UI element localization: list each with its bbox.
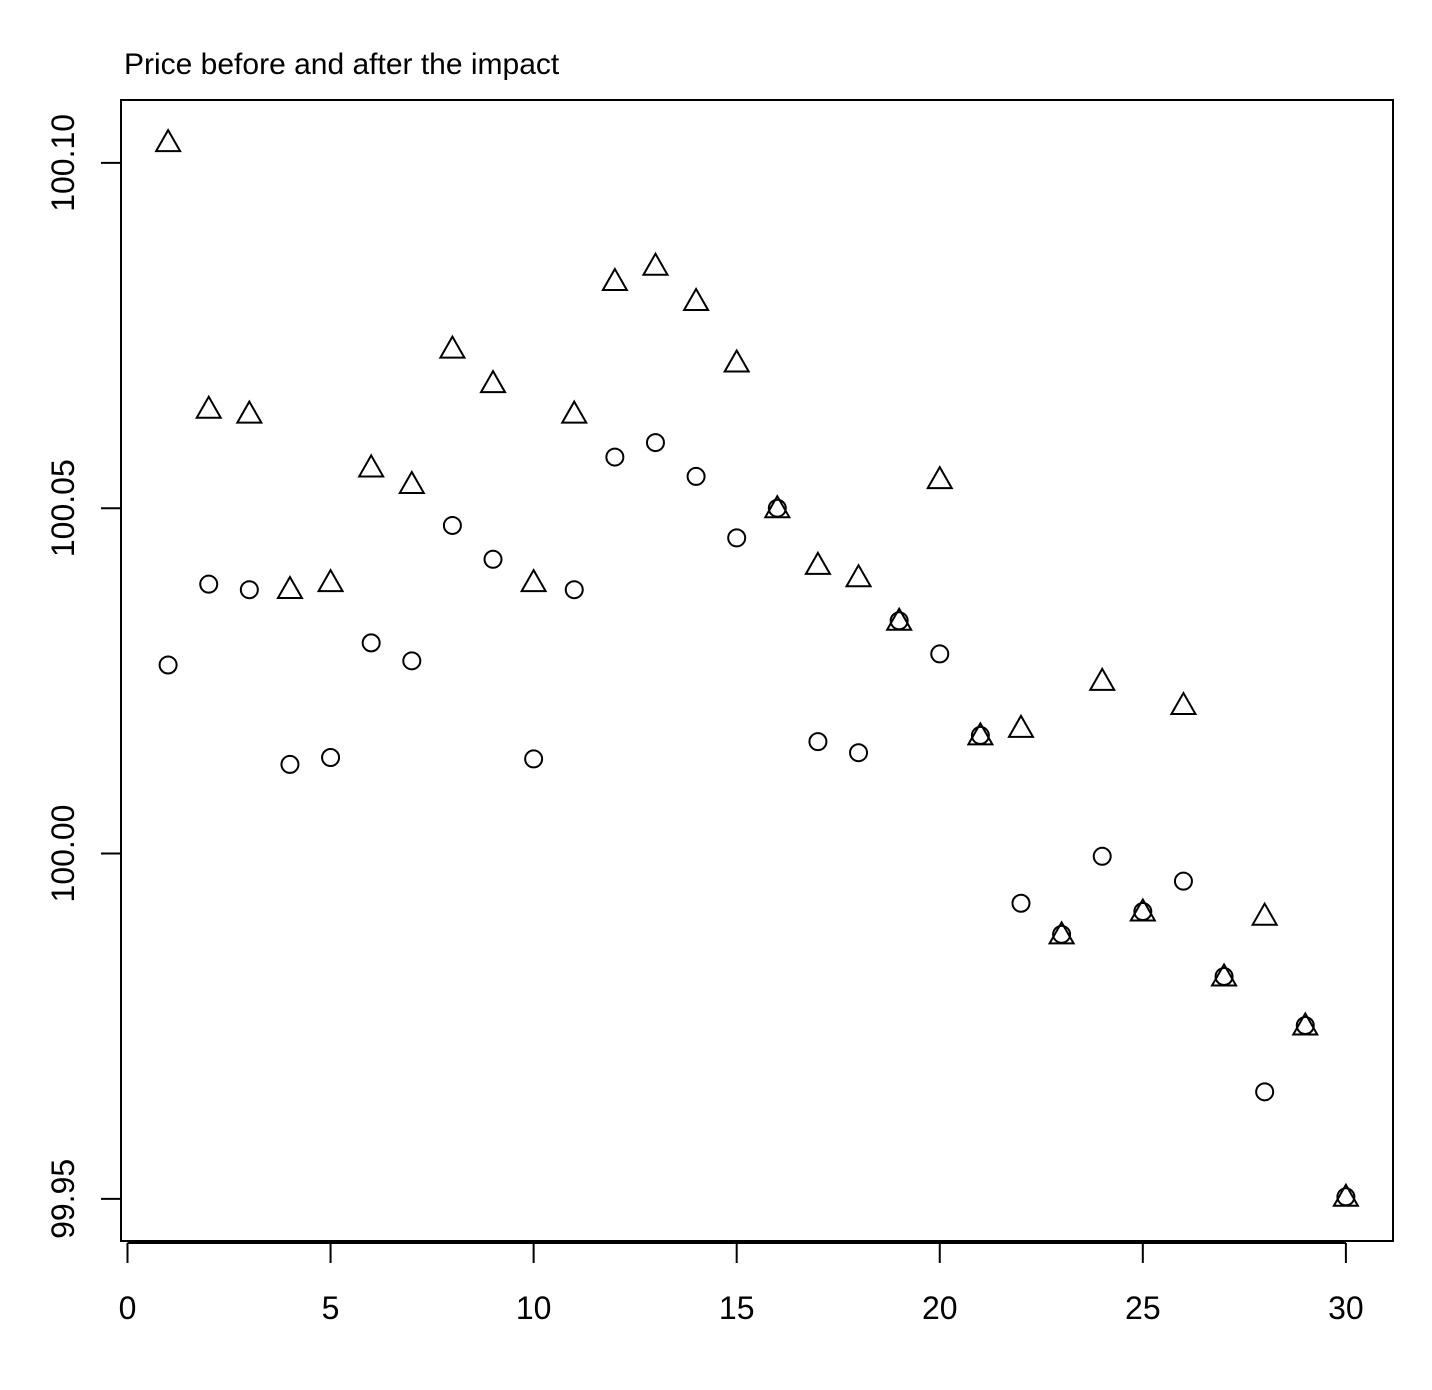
triangle-point bbox=[804, 550, 832, 575]
circle-point bbox=[645, 433, 665, 453]
y-tick-label: 100.05 bbox=[45, 459, 81, 557]
triangle-point bbox=[682, 286, 710, 311]
triangle-point bbox=[926, 465, 954, 490]
triangle-point bbox=[398, 470, 426, 495]
x-tick-label: 25 bbox=[1125, 1290, 1161, 1326]
circle-point bbox=[1295, 1016, 1315, 1036]
triangle-point bbox=[601, 266, 629, 291]
triangle-point bbox=[276, 574, 304, 599]
circle-point bbox=[1092, 846, 1112, 866]
circle-point bbox=[1133, 902, 1153, 922]
circle-point bbox=[1255, 1082, 1275, 1102]
triangle-point bbox=[438, 334, 467, 359]
circle-point bbox=[849, 743, 869, 763]
circle-point bbox=[199, 574, 219, 594]
triangle-point bbox=[316, 568, 345, 593]
circle-point bbox=[280, 754, 300, 774]
triangle-point bbox=[641, 251, 670, 276]
circle-point bbox=[524, 749, 544, 769]
triangle-point bbox=[479, 369, 507, 394]
circle-point bbox=[970, 725, 990, 745]
x-tick-label: 15 bbox=[719, 1290, 755, 1326]
circle-point bbox=[930, 644, 950, 664]
y-tick-label: 100.00 bbox=[45, 805, 81, 903]
x-tick-label: 30 bbox=[1328, 1290, 1364, 1326]
circle-point bbox=[442, 515, 462, 535]
circle-point bbox=[1052, 924, 1072, 944]
x-tick-label: 5 bbox=[322, 1290, 340, 1326]
circle-point bbox=[483, 549, 503, 569]
triangle-point bbox=[1169, 691, 1198, 716]
triangle-point bbox=[1088, 666, 1116, 691]
triangle-point bbox=[722, 348, 751, 373]
circle-point bbox=[1336, 1187, 1356, 1207]
circle-point bbox=[808, 732, 828, 752]
chart-title: Price before and after the impact bbox=[124, 48, 560, 81]
triangle-point bbox=[357, 453, 385, 478]
circle-point bbox=[239, 580, 259, 600]
triangle-point bbox=[154, 128, 182, 153]
triangle-point bbox=[844, 563, 873, 588]
circle-point bbox=[158, 655, 178, 675]
circle-point bbox=[564, 580, 584, 600]
triangle-point bbox=[1250, 901, 1279, 926]
circle-point bbox=[402, 651, 422, 671]
circle-point bbox=[321, 748, 341, 768]
y-tick-label: 100.10 bbox=[45, 114, 81, 212]
triangle-point bbox=[1007, 713, 1035, 738]
circle-point bbox=[686, 466, 706, 486]
x-tick-label: 10 bbox=[516, 1290, 552, 1326]
plot-frame bbox=[120, 99, 1394, 1242]
circle-point bbox=[1173, 871, 1193, 891]
circle-point bbox=[1214, 966, 1234, 986]
circle-point bbox=[1011, 893, 1031, 913]
circle-point bbox=[767, 498, 787, 518]
triangle-point bbox=[235, 399, 264, 424]
circle-point bbox=[727, 528, 747, 548]
triangle-point bbox=[195, 394, 223, 419]
x-tick-label: 20 bbox=[922, 1290, 958, 1326]
circle-point bbox=[605, 447, 625, 467]
circle-point bbox=[889, 611, 909, 631]
triangle-point bbox=[560, 399, 588, 424]
x-tick-label: 0 bbox=[119, 1290, 137, 1326]
triangle-point bbox=[519, 568, 548, 593]
circle-point bbox=[361, 633, 381, 653]
y-tick-label: 99.95 bbox=[45, 1159, 81, 1239]
